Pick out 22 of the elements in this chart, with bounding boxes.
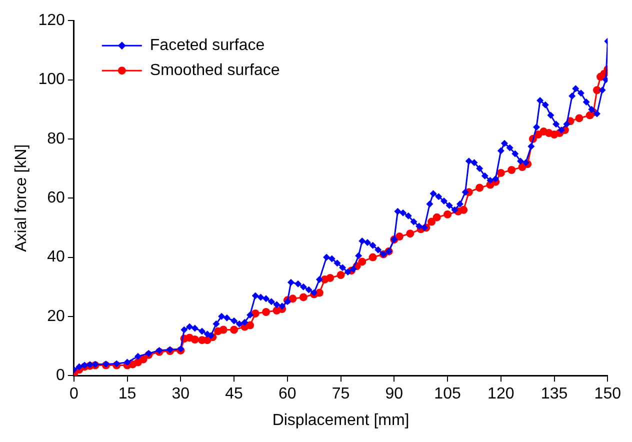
- x-tick-label: 105: [434, 386, 461, 403]
- x-tick-label: 60: [278, 386, 296, 403]
- x-tick-label: 120: [488, 386, 514, 403]
- y-tick-label: 0: [56, 367, 65, 384]
- x-tick-label: 0: [69, 386, 78, 403]
- x-axis-title: Displacement [mm]: [272, 412, 410, 429]
- y-tick-label: 100: [38, 71, 65, 88]
- x-tick-label: 135: [540, 386, 568, 403]
- x-tick-label: 150: [594, 386, 622, 403]
- x-tick-label: 15: [118, 386, 136, 403]
- y-tick-label: 60: [47, 190, 65, 207]
- x-tick-label: 30: [172, 386, 190, 403]
- legend-label: Faceted surface: [150, 37, 265, 54]
- x-tick-label: 45: [225, 386, 244, 403]
- y-tick-label: 20: [47, 308, 65, 325]
- y-tick-label: 80: [47, 130, 65, 148]
- y-tick-label: 40: [47, 248, 65, 266]
- x-tick-label: 75: [332, 386, 350, 403]
- y-axis-title: Axial force [kN]: [13, 144, 30, 252]
- legend-label: Smoothed surface: [150, 62, 280, 80]
- y-tick-label: 120: [38, 12, 65, 30]
- x-tick-label: 90: [385, 386, 404, 403]
